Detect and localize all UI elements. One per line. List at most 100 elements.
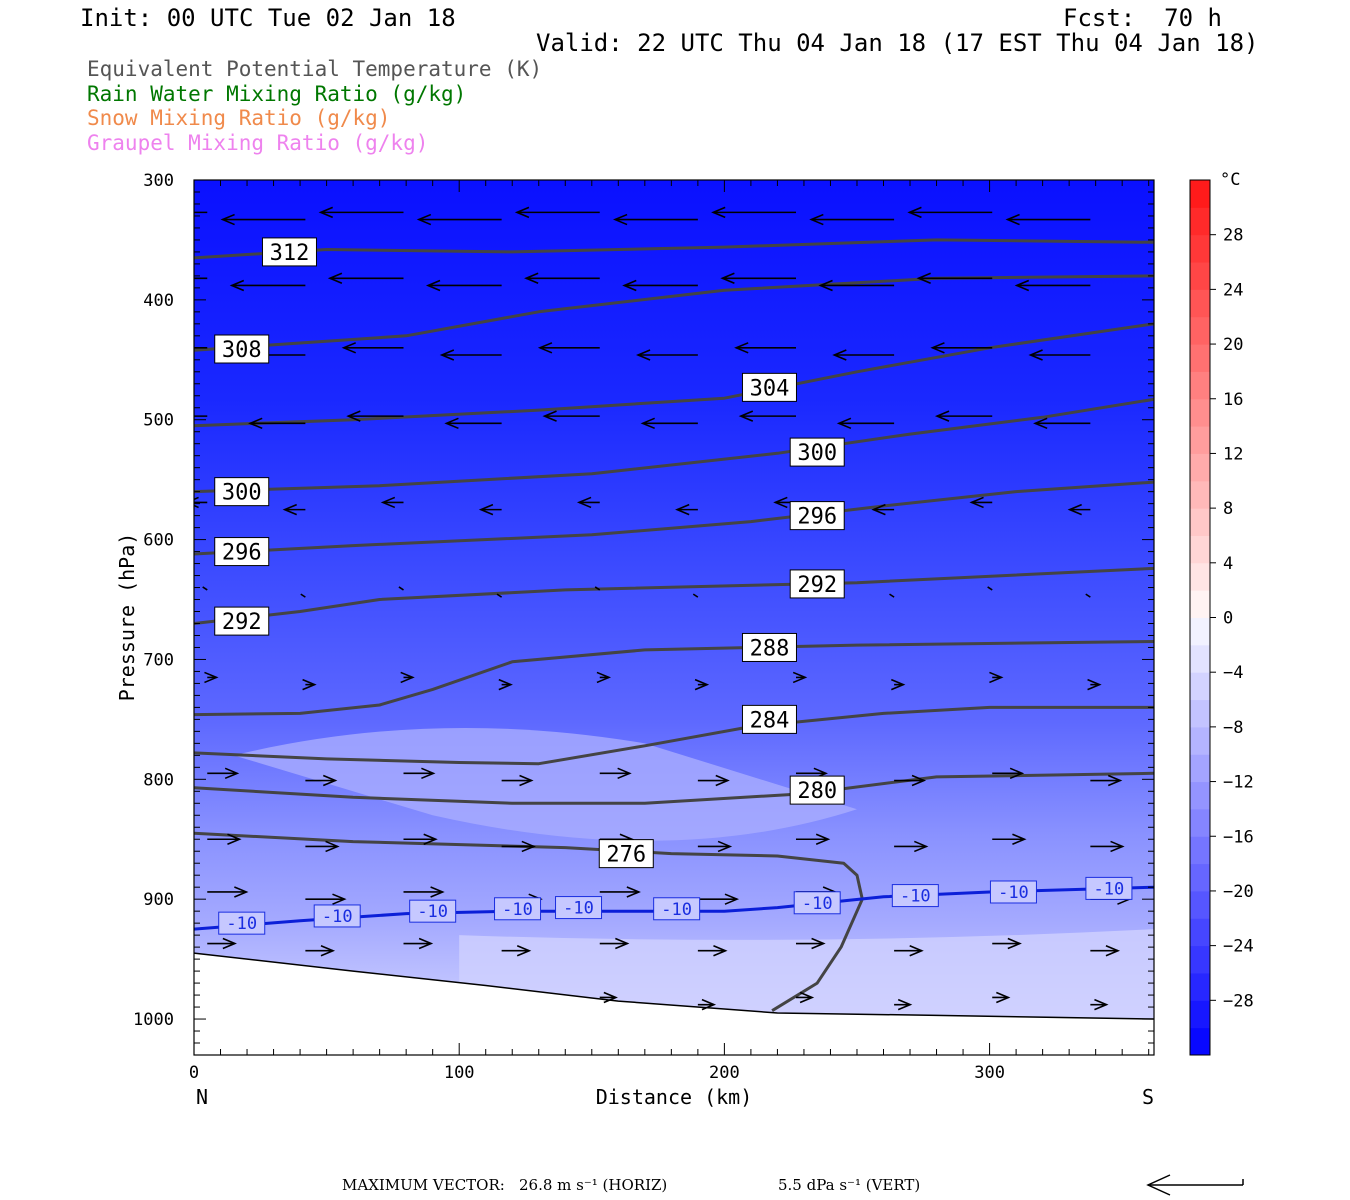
theta-e-contour-276 xyxy=(194,831,864,1012)
colorbar-segment xyxy=(1190,234,1210,263)
wind-vector xyxy=(300,593,306,598)
colorbar-segment xyxy=(1190,808,1210,837)
wind-vector-head xyxy=(346,410,361,422)
wind-vector-head xyxy=(694,678,710,691)
isotherm-label: -10 xyxy=(802,894,833,914)
y-tick-label: 400 xyxy=(143,291,174,311)
wind-vector xyxy=(889,593,895,598)
theta-e-label: 292 xyxy=(222,610,262,635)
wind-vector-head xyxy=(640,417,655,430)
wind-vector-head xyxy=(430,886,445,898)
colorbar-segment xyxy=(1190,945,1210,974)
north-end-label: N xyxy=(196,1085,208,1109)
wind-vector-head xyxy=(282,503,297,516)
colorbar-label: 0 xyxy=(1223,609,1233,629)
theta-e-label-box xyxy=(741,372,797,402)
colorbar-label: 28 xyxy=(1223,226,1243,246)
wind-vector xyxy=(1085,593,1091,598)
colorbar-segment xyxy=(1190,672,1210,701)
y-tick-label: 900 xyxy=(143,890,174,910)
wind-vector-head xyxy=(418,937,434,950)
wind-vector-head xyxy=(836,417,852,430)
colorbar-segment xyxy=(1190,316,1210,345)
wind-vector-head xyxy=(341,342,357,354)
wind-vector-head xyxy=(229,279,245,292)
theta-e-label: 296 xyxy=(797,505,837,530)
colorbar-segment xyxy=(1190,371,1210,400)
isotherm-label: -10 xyxy=(998,883,1029,903)
wind-vector-head xyxy=(444,417,459,430)
x-axis-title: Distance (km) xyxy=(596,1085,753,1109)
legend-snow: Snow Mixing Ratio (g/kg) xyxy=(87,106,391,130)
colorbar-segment xyxy=(1190,453,1210,482)
colorbar-segment xyxy=(1190,562,1210,591)
wind-vector-head xyxy=(425,279,441,292)
forecast-hour: Fcst: 70 h xyxy=(1063,4,1222,32)
wind-vector xyxy=(496,593,503,598)
wind-vector-head xyxy=(715,774,730,787)
isotherm-label: -10 xyxy=(900,887,931,907)
colorbar-segment xyxy=(1190,207,1210,236)
theta-e-contour-288 xyxy=(194,640,1154,717)
theta-e-label: 280 xyxy=(797,779,837,804)
wind-vector xyxy=(692,593,699,598)
theta-e-contour-284 xyxy=(194,705,1154,766)
colorbar-segment xyxy=(1190,262,1210,290)
wind-vector-head xyxy=(596,671,612,684)
warm-pocket-band xyxy=(233,727,857,841)
wind-vector-head xyxy=(914,840,929,853)
x-tick-label: 0 xyxy=(189,1063,199,1083)
colorbar-segment xyxy=(1190,289,1210,318)
wind-vector-head xyxy=(1012,833,1027,845)
wind-vector-head xyxy=(234,886,249,898)
wind-vector-head xyxy=(1014,279,1030,292)
wind-vector-head xyxy=(124,207,136,217)
colorbar-segment xyxy=(1190,1027,1210,1056)
colorbar-segment xyxy=(1190,918,1210,947)
wind-vector-head xyxy=(799,991,815,1004)
wind-vector-head xyxy=(400,671,415,684)
max-vector-horiz: 26.8 m s⁻¹ (HORIZ) xyxy=(519,1176,668,1194)
colorbar-label: 24 xyxy=(1223,280,1243,300)
wind-vector-head xyxy=(516,944,532,957)
isotherm-label: -10 xyxy=(322,907,353,927)
isotherm-label-box xyxy=(313,904,361,928)
wind-vector-head xyxy=(871,503,886,516)
isotherm-label-box xyxy=(218,911,266,935)
colorbar-label: 4 xyxy=(1223,554,1233,574)
wind-vector-head xyxy=(320,944,336,957)
colorbar-segment xyxy=(1190,699,1210,728)
wind-vector-head xyxy=(1028,349,1043,361)
theta-e-label-box xyxy=(214,334,270,364)
theta-e-label: 308 xyxy=(222,338,262,363)
isotherm-label: -10 xyxy=(226,914,257,934)
isotherm-label: -10 xyxy=(1094,879,1125,899)
wind-vector-head xyxy=(478,503,494,516)
theta-e-label: 284 xyxy=(750,708,790,733)
colorbar-segment xyxy=(1190,344,1210,372)
colorbar-segment xyxy=(1190,644,1210,673)
wind-vector-head xyxy=(421,767,436,780)
colorbar-label: −24 xyxy=(1223,937,1254,957)
colorbar-segment xyxy=(1190,836,1210,865)
wind-vector-head xyxy=(622,279,637,292)
wind-vector-head xyxy=(224,767,240,780)
max-vector-caption: MAXIMUM VECTOR: xyxy=(342,1176,505,1194)
isotherm-label-box xyxy=(793,891,841,915)
wind-vector-head xyxy=(524,272,539,285)
colorbar-segment xyxy=(1190,180,1210,208)
colorbar-segment xyxy=(1190,754,1210,783)
wind-vector-head xyxy=(318,206,334,219)
isotherm-label: -10 xyxy=(563,899,594,919)
isotherm-label: -10 xyxy=(502,900,533,920)
wind-vector-head xyxy=(891,678,906,691)
theta-e-label-box xyxy=(741,632,797,662)
wind-vector-head xyxy=(615,937,630,950)
colorbar-label: −8 xyxy=(1223,718,1243,738)
colorbar-label: 8 xyxy=(1223,499,1233,519)
theta-e-label: 312 xyxy=(270,241,310,266)
wind-vector-head xyxy=(325,840,340,853)
wind-vector-head xyxy=(220,213,235,226)
wind-vector-head xyxy=(815,833,831,845)
wind-vector-head xyxy=(930,342,945,354)
